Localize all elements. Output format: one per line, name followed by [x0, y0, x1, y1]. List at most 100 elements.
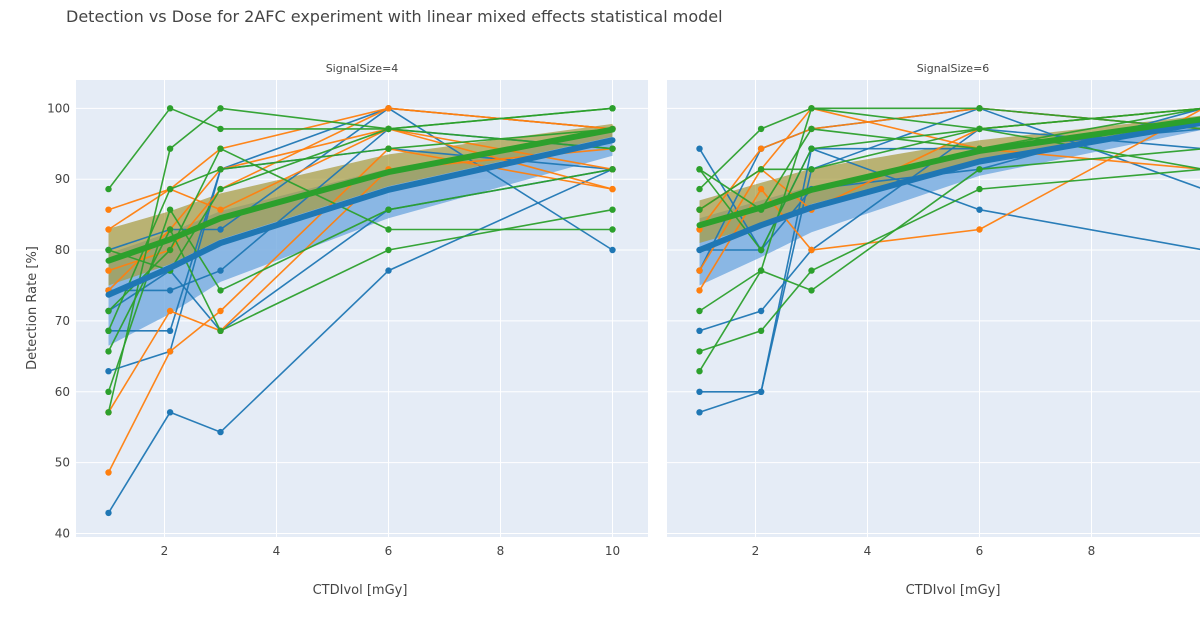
series-point-orange	[385, 105, 392, 112]
series-point-green	[609, 226, 616, 233]
series-point-green	[217, 287, 224, 294]
series-point-green	[757, 327, 765, 334]
series-point-blue	[105, 368, 112, 375]
series-point-orange	[217, 307, 224, 315]
series-point-blue	[609, 246, 616, 254]
series-point-blue	[696, 145, 703, 152]
series-point-orange	[757, 185, 765, 193]
series-point-green	[385, 145, 392, 152]
series-point-orange	[166, 348, 174, 355]
panel-1-y-ticks: 40 50 60 70 80 90 100	[47, 101, 70, 540]
y-axis-label: Detection Rate [%]	[25, 246, 40, 370]
panel-1-label: SignalSize=4	[326, 62, 399, 75]
x-axis-label-2: CTDIvol [mGy]	[906, 583, 1001, 598]
x-tick-label: 2	[161, 544, 169, 558]
series-point-green	[105, 348, 112, 355]
y-tick-label: 60	[55, 385, 70, 399]
y-tick-label: 40	[55, 526, 70, 540]
series-point-green	[105, 185, 112, 193]
series-point-blue	[976, 206, 983, 213]
series-point-green	[217, 327, 224, 334]
series-point-blue	[105, 509, 112, 517]
series-point-green	[808, 125, 815, 133]
x-axis-label-1: CTDIvol [mGy]	[313, 583, 408, 598]
series-point-green	[976, 185, 983, 193]
series-point-green	[166, 226, 174, 233]
y-tick-label: 80	[55, 243, 70, 257]
series-point-green	[166, 206, 174, 213]
series-point-blue	[217, 267, 224, 274]
series-point-orange	[105, 226, 112, 233]
series-point-green	[696, 166, 703, 173]
fit-band-blue	[108, 129, 613, 346]
fit-band-green	[108, 123, 613, 286]
series-point-orange	[696, 226, 703, 233]
series-point-orange	[105, 267, 112, 274]
series-point-green	[385, 246, 392, 254]
series-point-orange	[757, 145, 765, 152]
series-point-green	[976, 166, 983, 173]
panel-1-fits	[105, 126, 616, 298]
series-point-green	[166, 246, 174, 254]
series-point-orange	[217, 206, 224, 213]
x-tick-label: 4	[864, 544, 872, 558]
series-point-green	[217, 185, 224, 193]
series-point-green	[166, 145, 174, 152]
panel-1-x-ticks: 2 4 6 8 10	[161, 544, 620, 558]
series-point-orange	[976, 226, 983, 233]
series-point-green	[217, 166, 224, 173]
series-point-green	[609, 105, 616, 112]
series-point-green	[385, 125, 392, 133]
series-point-orange	[808, 246, 815, 254]
series-point-green	[808, 145, 815, 152]
series-point-orange	[609, 185, 616, 193]
fit-line-blue	[696, 120, 1200, 253]
series-point-blue	[385, 267, 392, 274]
series-point-blue	[166, 327, 174, 334]
panel-2-fits	[696, 116, 1200, 253]
series-point-green	[757, 166, 765, 173]
series-point-blue	[757, 307, 765, 315]
series-point-blue	[217, 428, 224, 436]
series-point-green	[808, 105, 815, 112]
x-tick-label: 8	[497, 544, 505, 558]
series-point-green	[166, 105, 174, 112]
x-tick-label: 10	[605, 544, 620, 558]
series-point-green	[808, 166, 815, 173]
series-point-green	[609, 145, 616, 152]
series-point-green	[696, 348, 703, 355]
x-tick-label: 2	[752, 544, 760, 558]
panel-1-bands	[108, 123, 613, 346]
series-point-green	[757, 125, 765, 133]
fit-line-blue	[105, 137, 616, 298]
series-point-green	[217, 145, 224, 152]
panel-2: 2 4 6 8 SignalSize=6	[667, 62, 1200, 558]
series-point-green	[696, 185, 703, 193]
chart-title: Detection vs Dose for 2AFC experiment wi…	[66, 7, 723, 26]
y-tick-label: 50	[55, 456, 70, 470]
panel-1: 40 50 60 70 80 90 100 2 4 6 8 10 SignalSize=4	[47, 62, 648, 558]
y-tick-label: 70	[55, 314, 70, 328]
series-point-orange	[696, 287, 703, 294]
series-point-green	[696, 307, 703, 315]
series-point-green	[105, 388, 112, 395]
series-point-green	[609, 206, 616, 213]
series-point-green	[385, 226, 392, 233]
series-point-blue	[696, 409, 703, 416]
series-point-green	[696, 206, 703, 213]
x-tick-label: 6	[385, 544, 393, 558]
x-tick-label: 4	[273, 544, 281, 558]
series-point-green	[808, 267, 815, 274]
series-point-green	[808, 287, 815, 294]
series-point-orange	[166, 307, 174, 315]
series-point-green	[105, 307, 112, 315]
series-point-green	[385, 206, 392, 213]
x-tick-label: 8	[1088, 544, 1096, 558]
series-point-blue	[166, 409, 174, 416]
fit-line-green	[696, 116, 1200, 229]
series-point-green	[105, 409, 112, 416]
series-point-green	[976, 105, 983, 112]
series-point-green	[217, 105, 224, 112]
series-point-blue	[166, 287, 174, 294]
